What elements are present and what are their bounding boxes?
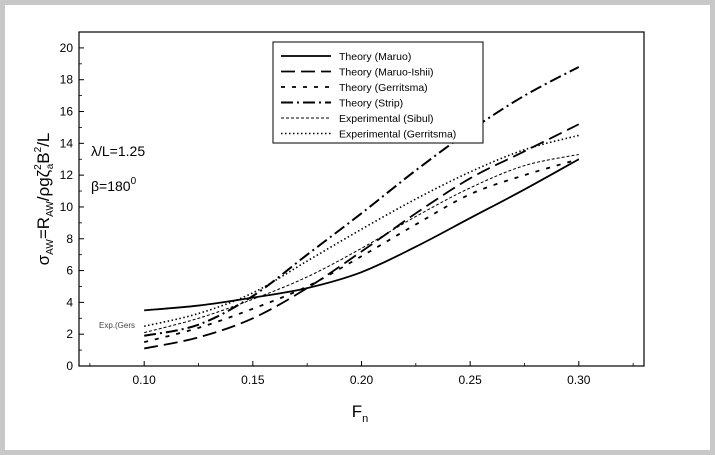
y-tick-label: 6 [66,264,73,278]
x-tick-label: 0.30 [567,373,591,387]
x-axis-label-main: F [352,402,362,421]
series-line [143,66,580,337]
beta-text: β=180 [91,178,131,194]
legend-label: Theory (Maruo) [339,51,411,63]
y-tick-label: 18 [60,73,74,87]
series-line [144,153,579,334]
x-tick-label: 0.25 [458,373,482,387]
y-label-zeta-sub: a [45,163,56,169]
y-label-l: /L [34,133,53,147]
legend: Theory (Maruo) Theory (Maruo-Ishii) Theory… [272,41,484,144]
legend-label: Theory (Maruo-Ishii) [339,67,434,79]
x-axis-label: Fn [352,402,369,425]
legend-label: Theory (Strip) [339,98,403,110]
y-label-rho: /ρgζ [34,169,53,201]
series-line [144,158,580,312]
exp-gers-label: Exp.(Gers [99,321,135,330]
beta-superscript: 0 [131,176,137,187]
x-tick-label: 0.20 [350,373,374,387]
y-axis-label: σAW=RAW/ρgζ2aB2/L [33,133,56,266]
series-line [144,123,580,350]
legend-label: Experimental (Gerritsma) [339,129,456,141]
y-label-r-sub: AW [45,201,56,217]
series-line [144,134,580,328]
y-tick-label: 2 [66,327,73,341]
legend-box [272,41,484,144]
y-tick-label: 8 [66,232,73,246]
y-label-sigma: σ [34,254,53,265]
y-label-zeta-sup: 2 [33,164,44,170]
y-tick-label: 14 [60,136,74,150]
series-line [143,158,580,344]
x-axis-label-sub: n [362,413,368,425]
y-tick-label: 20 [60,41,74,55]
y-tick-label: 12 [60,168,74,182]
y-label-r: =R [34,217,53,239]
y-tick-label: 10 [60,200,74,214]
legend-label: Theory (Gerritsma) [339,82,428,94]
x-tick-label: 0.15 [241,373,265,387]
legend-label: Experimental (Sibul) [339,113,434,125]
x-tick-label: 0.10 [133,373,157,387]
beta-annotation: β=1800 [91,176,137,194]
y-label-b: B [34,152,53,163]
y-label-b-sup: 2 [33,146,44,152]
lambda-annotation: λ/L=1.25 [91,143,145,159]
y-tick-label: 0 [66,359,73,373]
y-label-sigma-sub: AW [45,239,56,255]
y-tick-label: 16 [60,105,74,119]
y-tick-label: 4 [66,295,73,309]
